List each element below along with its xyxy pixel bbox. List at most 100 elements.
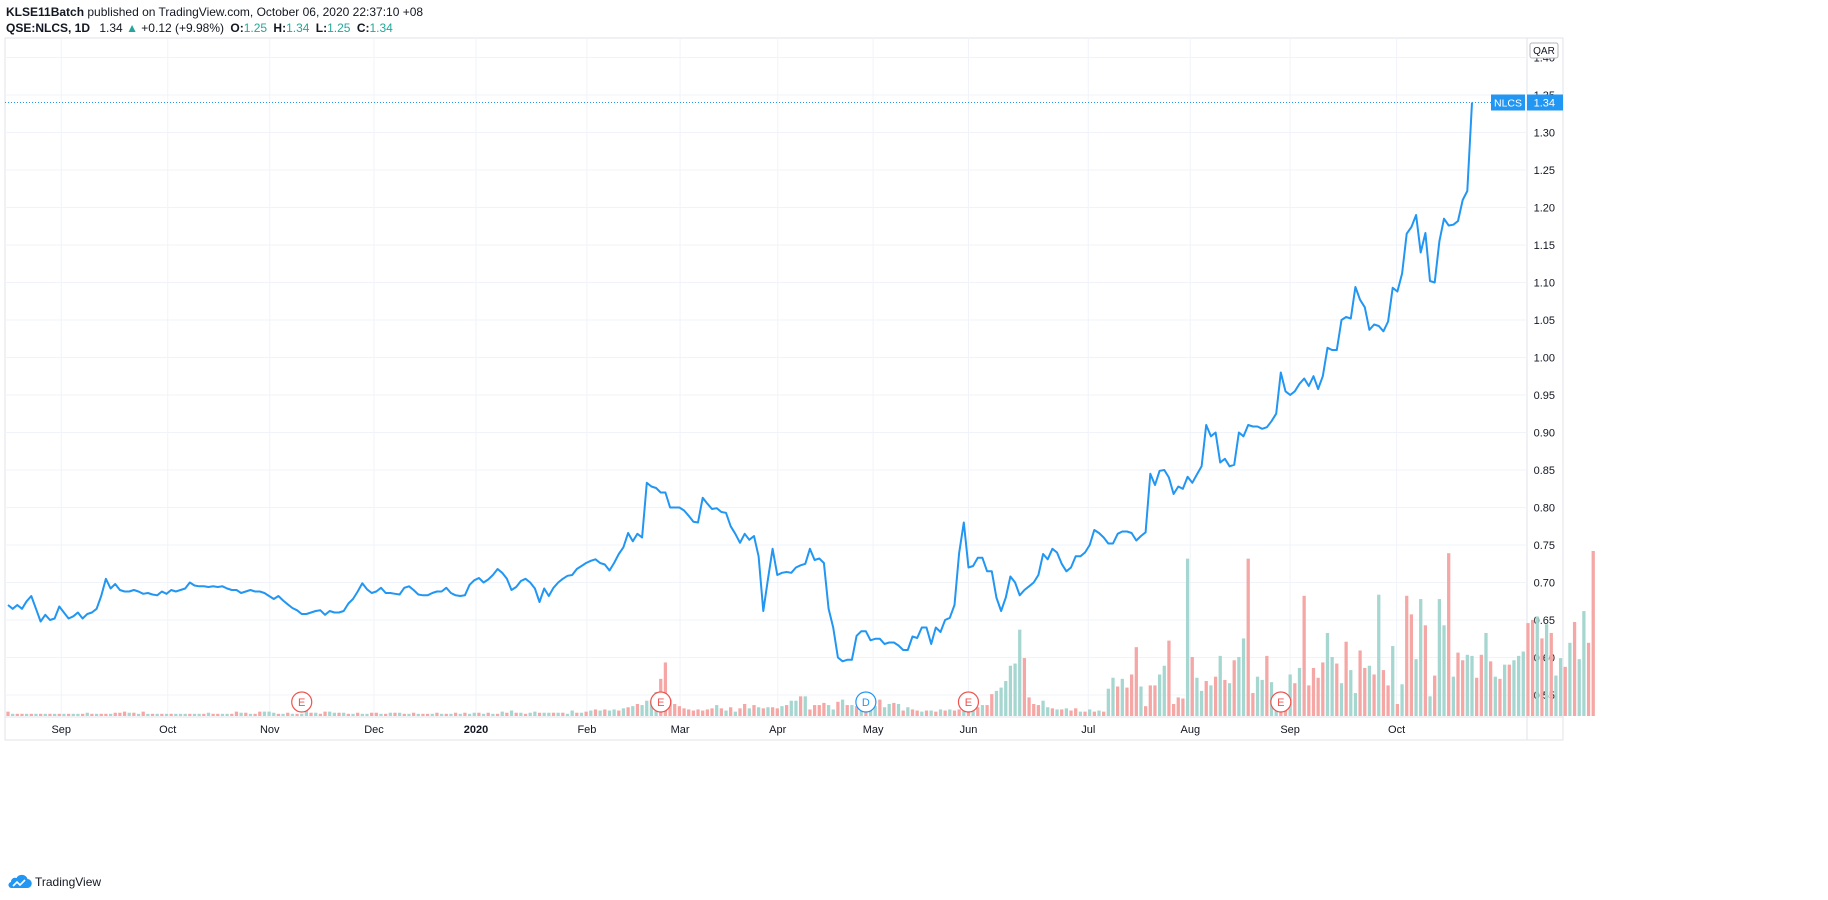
volume-bar [211, 713, 215, 716]
volume-bar [25, 713, 29, 716]
x-tick-label: Jun [960, 724, 978, 736]
x-tick-label: Apr [769, 724, 786, 736]
volume-bar [39, 713, 43, 716]
earnings-event-icon[interactable] [957, 691, 980, 713]
volume-bar [784, 705, 789, 716]
tradingview-logo-icon [8, 874, 32, 889]
volume-bar [1339, 683, 1344, 716]
dividend-event-icon[interactable] [855, 691, 877, 713]
volume-bar [1321, 662, 1325, 716]
volume-bar [1097, 710, 1101, 716]
tradingview-brand[interactable]: TradingView [35, 875, 102, 889]
volume-bar [1293, 683, 1297, 716]
volume-bar [276, 713, 281, 716]
volume-bar [1335, 663, 1339, 716]
volume-bar [1130, 674, 1134, 716]
close-value: 1.34 [369, 21, 393, 35]
volume-bar [351, 713, 355, 716]
volume-bar [48, 713, 52, 716]
volume-bar [780, 706, 784, 716]
volume-bar [1120, 678, 1124, 716]
published-text: published on TradingView.com, October 06… [87, 5, 424, 19]
earnings-event-icon[interactable] [1270, 691, 1292, 713]
volume-bar [1111, 677, 1115, 716]
volume-bar [1046, 707, 1050, 716]
volume-bar [453, 712, 458, 716]
y-tick-label: 1.10 [1534, 278, 1555, 290]
volume-bar [1134, 647, 1138, 716]
volume-bar [407, 713, 411, 716]
volume-bar [831, 709, 835, 716]
volume-bar [169, 713, 173, 716]
volume-bar [1461, 660, 1465, 716]
volume-bar [687, 709, 691, 716]
symbol-interval: QSE:NLCS, 1D [6, 21, 91, 35]
volume-bar [547, 712, 551, 716]
volume-bar [332, 712, 337, 716]
volume-bar [1358, 650, 1362, 716]
volume-bar [612, 709, 616, 716]
x-tick-label: Sep [51, 724, 71, 736]
volume-bar [1088, 709, 1092, 716]
volume-bar [43, 713, 47, 716]
volume-bar [514, 712, 518, 716]
earnings-event-icon[interactable] [291, 691, 313, 713]
publisher-name[interactable]: KLSE11Batch [6, 5, 85, 19]
plot-frame [4, 37, 1564, 741]
volume-bar [1437, 599, 1441, 716]
volume-bar [808, 709, 812, 716]
volume-bar [938, 709, 943, 716]
volume-bar [854, 706, 859, 716]
volume-bar [1535, 616, 1539, 716]
volume-bar [1074, 708, 1078, 716]
volume-bar [747, 708, 751, 716]
volume-bar [607, 710, 612, 716]
volume-bar [477, 712, 481, 716]
volume-bar [803, 696, 807, 716]
x-tick-label: Sep [1280, 724, 1300, 736]
volume-bar [621, 708, 626, 716]
volume-bar [1484, 632, 1488, 716]
volume-bar [94, 713, 99, 716]
volume-bar [1190, 656, 1194, 716]
volume-bar [1489, 661, 1493, 716]
volume-bar [11, 713, 15, 716]
volume-bar [1311, 667, 1316, 716]
volume-bar [551, 712, 556, 716]
volume-bar [1064, 708, 1069, 716]
volume-bar [1078, 711, 1082, 716]
volume-bar [1363, 667, 1367, 716]
volume-bar [738, 708, 742, 716]
symbol-tag-bg [1491, 94, 1525, 111]
volume-bar [328, 711, 332, 716]
volume-bar [682, 708, 686, 716]
y-tick-label: 0.85 [1534, 465, 1555, 477]
volume-bar [1255, 676, 1260, 716]
volume-bar [589, 710, 593, 716]
volume-bar [356, 712, 360, 716]
volume-bar [663, 662, 668, 716]
volume-bar [1554, 675, 1558, 716]
currency-box [1529, 42, 1559, 59]
volume-bar [108, 713, 113, 716]
volume-bar [178, 713, 183, 716]
y-tick-label: 1.25 [1534, 165, 1555, 177]
volume-bar [216, 713, 220, 716]
volume-bar [845, 705, 849, 716]
volume-bar [174, 713, 178, 716]
volume-bar [239, 712, 243, 716]
volume-bar [565, 713, 570, 716]
volume-bar [1475, 677, 1479, 716]
volume-bar [411, 712, 416, 716]
volume-bar [1465, 654, 1469, 716]
volume-bar [76, 713, 80, 716]
volume-bar [66, 713, 71, 716]
y-tick-label: 1.05 [1534, 315, 1555, 327]
volume-bar [1041, 700, 1045, 716]
volume-bar [990, 694, 994, 716]
volume-bar [20, 713, 24, 716]
y-tick-label: 1.30 [1534, 128, 1555, 140]
volume-bar [290, 713, 295, 716]
earnings-event-icon[interactable] [650, 691, 672, 713]
